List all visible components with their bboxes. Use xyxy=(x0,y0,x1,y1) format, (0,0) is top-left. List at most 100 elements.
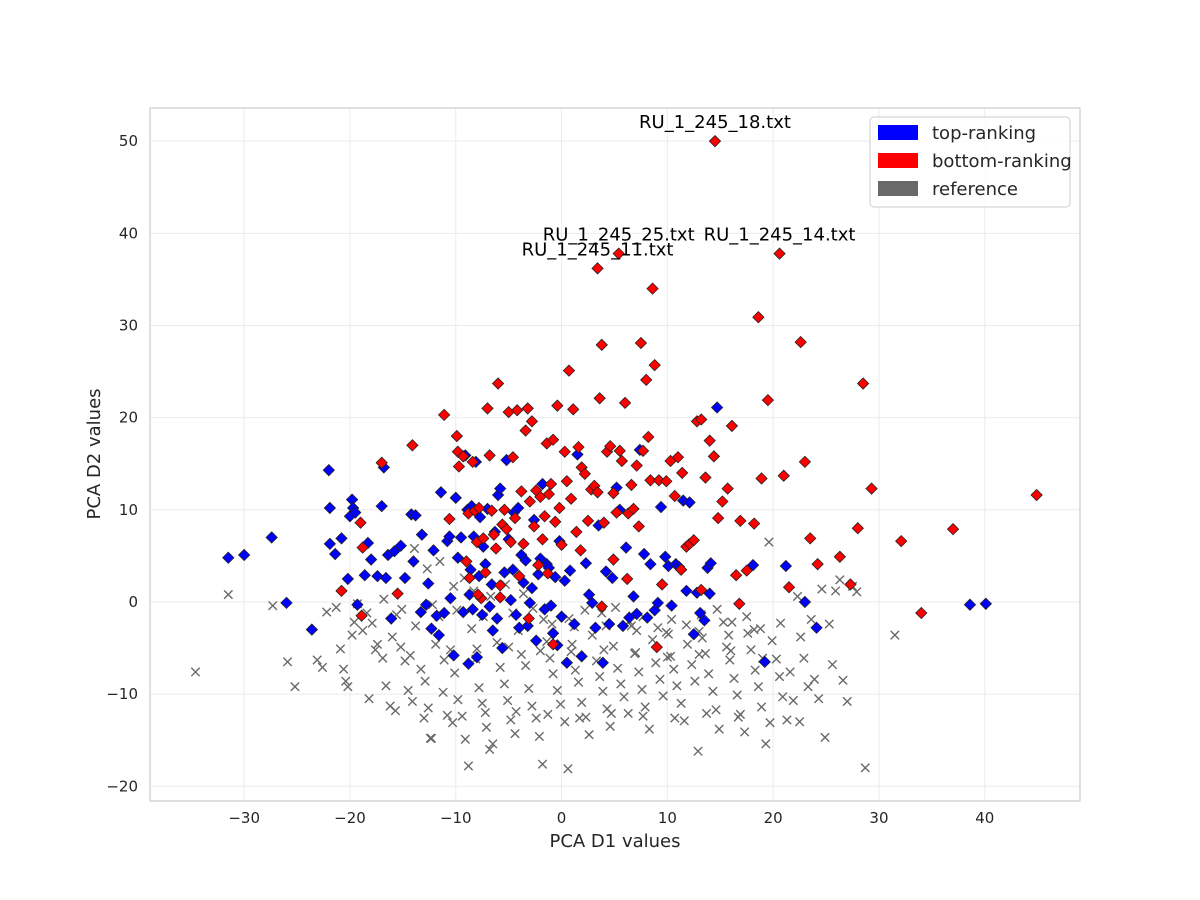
top-ranking-point xyxy=(434,486,448,499)
plot-frame xyxy=(149,107,1081,802)
reference-point xyxy=(599,645,609,655)
bottom-ranking-point xyxy=(630,459,643,472)
bottom-ranking-point xyxy=(523,495,536,508)
bottom-ranking-point xyxy=(513,569,526,583)
x-axis-label: PCA D1 values xyxy=(549,831,680,852)
bottom-ranking-point xyxy=(481,402,494,415)
top-ranking-point xyxy=(525,581,539,595)
reference-point xyxy=(725,655,735,665)
reference-point xyxy=(474,682,484,693)
reference-point xyxy=(640,702,650,712)
reference-point xyxy=(732,690,742,700)
top-ranking-point xyxy=(457,605,470,619)
reference-point xyxy=(605,721,615,732)
bottom-ranking-point xyxy=(525,415,539,428)
reference-point xyxy=(506,715,516,725)
top-ranking-point xyxy=(486,624,499,637)
top-ranking-point xyxy=(568,617,581,631)
bottom-ranking-point xyxy=(546,433,560,446)
reference-point xyxy=(653,623,663,633)
bottom-ranking-point xyxy=(457,450,470,463)
reference-point xyxy=(712,604,722,615)
top-ranking-point xyxy=(536,477,549,491)
reference-point xyxy=(531,713,541,723)
top-ranking-point xyxy=(323,537,337,551)
reference-point xyxy=(410,621,421,631)
top-ranking-point xyxy=(616,619,630,633)
bottom-ranking-point xyxy=(536,533,549,546)
reference-point xyxy=(785,667,795,677)
top-ranking-point xyxy=(414,605,428,619)
reference-point xyxy=(794,717,805,727)
reference-point xyxy=(419,713,429,723)
bottom-ranking-point xyxy=(558,445,571,458)
y-tick-label: 50 xyxy=(119,132,138,150)
top-ranking-point xyxy=(398,571,412,585)
reference-point xyxy=(527,701,537,711)
reference-point xyxy=(427,600,438,610)
reference-point xyxy=(510,729,520,739)
bottom-ranking-point xyxy=(671,451,685,464)
bottom-ranking-point xyxy=(699,471,712,484)
bottom-ranking-point xyxy=(560,475,574,488)
y-tick-label: 0 xyxy=(128,593,138,611)
top-ranking-point xyxy=(641,611,654,624)
reference-point xyxy=(425,733,436,744)
bottom-ranking-point xyxy=(574,544,587,557)
reference-point xyxy=(379,594,389,604)
reference-point xyxy=(852,587,862,597)
top-ranking-point xyxy=(449,491,462,504)
y-axis-label: PCA D2 values xyxy=(84,388,105,519)
top-ranking-point xyxy=(385,612,398,625)
top-ranking-point xyxy=(494,482,507,495)
bottom-ranking-point xyxy=(642,430,655,444)
reference-point xyxy=(290,682,300,692)
bottom-ranking-point xyxy=(734,514,747,528)
reference-point xyxy=(367,618,377,628)
top-ranking-point xyxy=(222,551,235,564)
bottom-ranking-point xyxy=(564,492,578,505)
top-ranking-point xyxy=(415,528,429,541)
bottom-ranking-point xyxy=(595,338,608,352)
reference-point xyxy=(223,589,233,600)
top-ranking-point xyxy=(683,496,696,509)
reference-points xyxy=(190,537,900,774)
reference-point xyxy=(548,669,558,679)
top-ranking-point xyxy=(407,555,420,568)
reference-point xyxy=(397,604,407,615)
top-ranking-point xyxy=(328,547,342,561)
top-ranking-point xyxy=(659,550,672,563)
reference-point xyxy=(447,717,458,728)
top-ranking-point xyxy=(443,530,456,543)
reference-point xyxy=(644,724,655,734)
bottom-ranking-point xyxy=(494,591,507,604)
reference-point xyxy=(442,710,452,720)
top-ranking-point xyxy=(704,557,717,570)
top-ranking-point xyxy=(470,651,484,664)
bottom-ranking-point xyxy=(777,469,790,482)
reference-point xyxy=(341,676,351,686)
top-ranking-point xyxy=(305,623,319,636)
reference-point xyxy=(764,537,774,547)
reference-point xyxy=(435,556,445,567)
point-annotation: RU_1_245_14.txt xyxy=(704,225,856,246)
bottom-ranking-point xyxy=(510,404,524,417)
bottom-ranking-point xyxy=(747,517,761,530)
top-ranking-point xyxy=(555,610,568,623)
reference-point xyxy=(387,632,397,642)
top-ranking-point xyxy=(603,617,616,631)
y-tick-label: 20 xyxy=(119,409,138,427)
bottom-ranking-point xyxy=(946,522,960,536)
bottom-ranking-point xyxy=(625,478,638,492)
top-ranking-point xyxy=(703,587,716,600)
top-ranking-point xyxy=(687,628,700,641)
reference-point xyxy=(612,663,623,673)
reference-point xyxy=(282,657,293,667)
bottom-ranking-point xyxy=(856,377,870,390)
reference-point xyxy=(364,694,374,704)
top-ranking-point xyxy=(476,608,489,622)
reference-point xyxy=(694,649,704,660)
reference-point xyxy=(749,624,759,635)
reference-point xyxy=(547,619,557,629)
bottom-ranking-point xyxy=(489,542,503,555)
